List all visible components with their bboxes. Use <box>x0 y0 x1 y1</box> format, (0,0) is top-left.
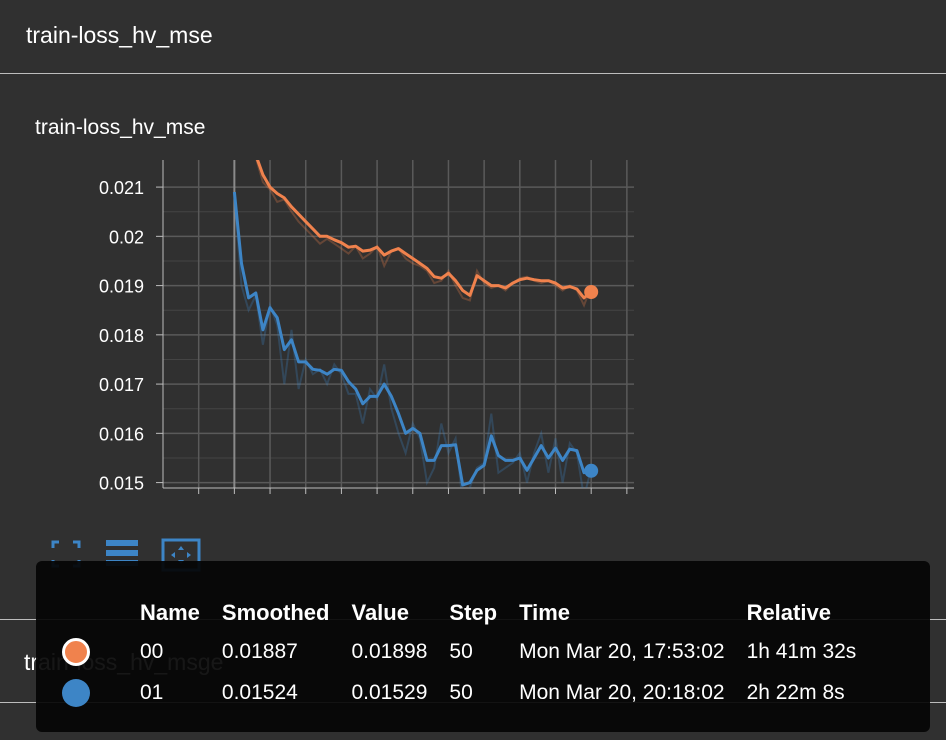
chart-card-title: train-loss_hv_mse <box>35 116 206 139</box>
tooltip-header-relative: Relative <box>746 600 831 625</box>
series-00-smoothed-line <box>255 160 593 300</box>
run-name: 00 <box>140 639 164 663</box>
tooltip-header-row: Name Smoothed Value Step Time Relative <box>62 595 878 631</box>
run-step: 50 <box>449 639 473 663</box>
section-title[interactable]: train-loss_hv_mse <box>26 22 213 48</box>
tooltip-row-01: 01 0.01524 0.01529 50 Mon Mar 20, 20:18:… <box>62 672 878 713</box>
run-color-swatch <box>62 672 140 713</box>
tooltip-table: Name Smoothed Value Step Time Relative 0… <box>62 595 878 713</box>
run-name: 01 <box>140 680 164 704</box>
run-01-dot <box>62 678 90 707</box>
y-tick-label: 0.019 <box>99 277 144 297</box>
y-tick-label: 0.021 <box>99 178 144 198</box>
chart-tooltip: Name Smoothed Value Step Time Relative 0… <box>36 561 930 732</box>
fullscreen-button[interactable] <box>50 538 82 570</box>
run-smoothed: 0.01524 <box>221 680 298 704</box>
run-value: 0.01529 <box>351 680 428 704</box>
y-tick-label: 0.017 <box>99 375 144 395</box>
run-time: Mon Mar 20, 20:18:02 <box>519 680 725 704</box>
tooltip-header-time: Time <box>519 600 571 625</box>
series-00-hover-marker <box>584 284 599 299</box>
series-01-smoothed-line <box>232 191 592 487</box>
tooltip-row-00: 00 0.01887 0.01898 50 Mon Mar 20, 17:53:… <box>62 631 878 672</box>
tooltip-header-swatch <box>62 595 140 631</box>
run-time: Mon Mar 20, 17:53:02 <box>519 639 725 663</box>
run-step: 50 <box>449 680 473 704</box>
tooltip-header-step: Step <box>449 600 498 625</box>
section-header: train-loss_hv_mse <box>0 0 946 74</box>
run-00-dot <box>62 637 90 666</box>
y-tick-label: 0.02 <box>109 227 144 247</box>
run-value: 0.01898 <box>351 639 428 663</box>
fullscreen-icon <box>51 540 81 568</box>
y-tick-label: 0.016 <box>99 424 144 444</box>
tooltip-header-value: Value <box>351 600 409 625</box>
run-smoothed: 0.01887 <box>221 639 298 663</box>
plot-area <box>232 160 593 488</box>
run-relative: 1h 41m 32s <box>746 639 857 663</box>
y-tick-label: 0.015 <box>99 474 144 494</box>
tooltip-header-smoothed: Smoothed <box>221 600 330 625</box>
y-tick-label: 0.018 <box>99 326 144 346</box>
tooltip-header-name: Name <box>140 600 200 625</box>
run-color-swatch <box>62 631 140 672</box>
run-relative: 2h 22m 8s <box>746 680 845 704</box>
series-01-hover-marker <box>584 463 599 478</box>
